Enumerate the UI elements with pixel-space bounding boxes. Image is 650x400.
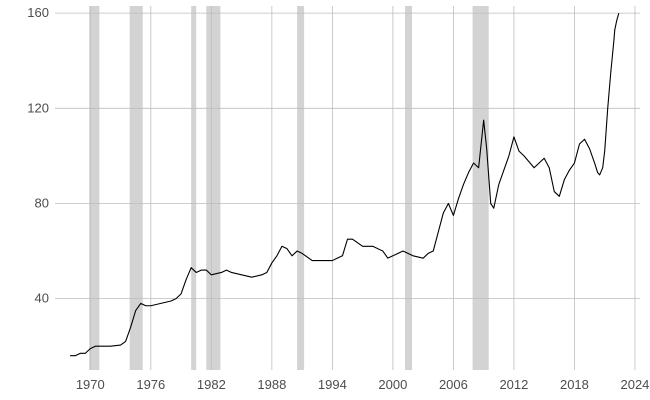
x-tick-label-7: 2012 [499,377,528,392]
y-axis-tick-labels: 40 80 120 160 [27,5,49,305]
y-tick-label-0: 40 [35,291,49,306]
x-tick-label-0: 1970 [76,377,105,392]
series-lines [70,12,620,357]
series-line-0 [70,12,620,357]
recession-band-0 [89,6,100,370]
x-tick-label-1: 1976 [136,377,165,392]
y-tick-label-1: 80 [35,195,49,210]
recession-band-5 [404,6,413,370]
y-tick-label-2: 120 [27,100,49,115]
recession-band-6 [472,6,489,370]
x-tick-label-5: 2000 [378,377,407,392]
y-tick-label-3: 160 [27,5,49,20]
x-tick-label-3: 1988 [257,377,286,392]
x-tick-label-8: 2018 [560,377,589,392]
x-axis-tick-labels: 1970 1976 1982 1988 1994 2000 2006 2012 2018 2024 [76,377,650,392]
recession-band-4 [297,6,305,370]
recession-band-2 [191,6,197,370]
x-tick-label-4: 1994 [318,377,347,392]
x-tick-label-2: 1982 [197,377,226,392]
recession-band-3 [206,6,221,370]
x-tick-label-9: 2024 [620,377,649,392]
recession-bands [89,6,489,370]
x-tick-label-6: 2006 [439,377,468,392]
recession-band-1 [129,6,143,370]
gridlines [55,6,640,370]
